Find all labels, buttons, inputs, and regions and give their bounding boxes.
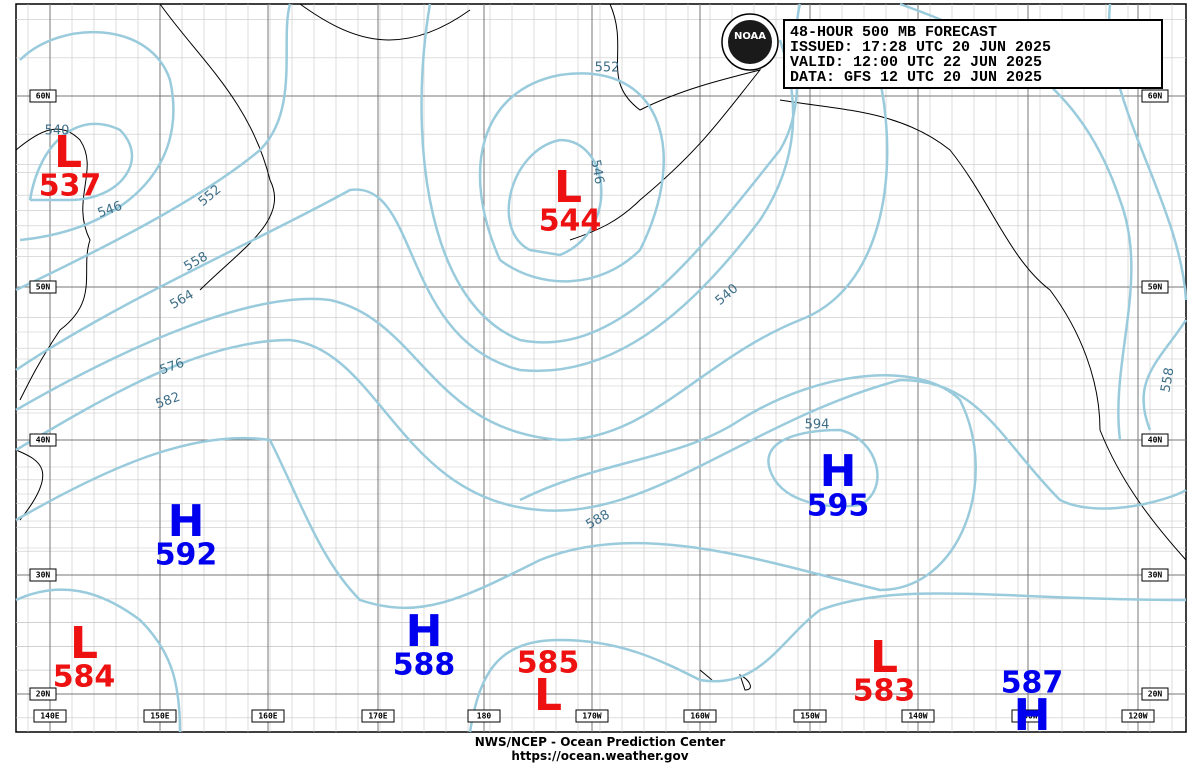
contour: [478, 72, 665, 283]
label-box: [1011, 709, 1045, 723]
label-box: [793, 709, 827, 723]
label-box: [467, 709, 501, 723]
label-box: [143, 709, 177, 723]
label-box: [29, 687, 57, 701]
map-frame: [15, 3, 1187, 733]
header-line: DATA: GFS 12 UTC 20 JUN 2025: [790, 69, 1042, 86]
center-value: 583: [853, 674, 916, 709]
lon-label: 140W: [908, 712, 927, 721]
lat-label: 20N: [36, 690, 51, 699]
lon-label: 120W: [1128, 712, 1147, 721]
label-box: [1141, 568, 1169, 582]
center-letter: L: [54, 127, 82, 178]
lat-label: 50N: [1148, 283, 1163, 292]
annotations: 60N 60N 50N 50N 40N 40N 30N 30N 20N 20N 140E 150E 16…: [29, 24, 1178, 763]
lon-label: 140E: [40, 712, 59, 721]
contour: [15, 3, 802, 344]
contour: [767, 428, 879, 508]
lat-label: 40N: [1148, 436, 1163, 445]
center-value: 595: [807, 489, 870, 524]
lat-label: 40N: [36, 436, 51, 445]
lon-label: 150E: [150, 712, 169, 721]
center-letter: H: [406, 606, 443, 657]
contour: [507, 138, 603, 257]
center-letter: L: [70, 618, 98, 669]
center-value: 585: [517, 646, 580, 681]
center-value: 592: [155, 538, 218, 573]
label-box: [251, 709, 285, 723]
label-box: [29, 433, 57, 447]
header-frame: [783, 19, 1163, 89]
footer-line: https://ocean.weather.gov: [511, 749, 688, 763]
label-box: [1121, 709, 1155, 723]
label-box: [29, 568, 57, 582]
contour: [15, 588, 1187, 733]
contour-label: 540: [45, 124, 70, 139]
label-box: [901, 709, 935, 723]
contour-label: 558: [1158, 366, 1177, 393]
center-value: 544: [539, 204, 602, 239]
label-box: [29, 280, 57, 294]
contours: [15, 2, 1188, 733]
lon-label: 130W: [1018, 712, 1037, 721]
header-line: ISSUED: 17:28 UTC 20 JUN 2025: [790, 39, 1051, 56]
lon-label: 160W: [690, 712, 709, 721]
center-value: 587: [1001, 666, 1064, 701]
logo-disc: [728, 20, 772, 64]
label-box: [1141, 433, 1169, 447]
coast-asia: [15, 128, 91, 521]
contour-main: [15, 39, 795, 373]
contour: [19, 30, 175, 242]
label-box: [575, 709, 609, 723]
contour: [15, 374, 977, 610]
lat-label: 60N: [1148, 92, 1163, 101]
label-box: [683, 709, 717, 723]
header-line: 48-HOUR 500 MB FORECAST: [790, 24, 997, 41]
lon-label: 170E: [368, 712, 387, 721]
header-box: NOAA: [721, 13, 1163, 89]
center-letter: H: [820, 446, 857, 497]
center-letter: L: [534, 670, 562, 721]
label-box: [1141, 280, 1169, 294]
lon-label: 170W: [582, 712, 601, 721]
lon-label: 180: [477, 712, 492, 721]
lat-label: 20N: [1148, 690, 1163, 699]
label-box: [361, 709, 395, 723]
contour: [15, 338, 1187, 512]
center-letter: H: [168, 496, 205, 547]
contour-label: 552: [595, 61, 620, 76]
lat-label: 30N: [1148, 571, 1163, 580]
lat-label: 50N: [36, 283, 51, 292]
lon-label: 160E: [258, 712, 277, 721]
center-letter: L: [870, 632, 898, 683]
header-line: VALID: 12:00 UTC 22 JUN 2025: [790, 54, 1042, 71]
contour: [28, 122, 134, 202]
center-letter: L: [554, 162, 582, 213]
lat-label: 60N: [36, 92, 51, 101]
coast-kamchatka: [159, 3, 471, 291]
label-box: [29, 89, 57, 103]
center-value: 584: [53, 660, 116, 695]
center-value: 588: [393, 648, 456, 683]
logo-text: NOAA: [734, 31, 766, 42]
center-letter: H: [1014, 690, 1051, 741]
label-box: [33, 709, 67, 723]
lon-label: 150W: [800, 712, 819, 721]
contour-label: 594: [805, 418, 830, 433]
lat-label: 30N: [36, 571, 51, 580]
footer-line: NWS/NCEP - Ocean Prediction Center: [475, 735, 726, 749]
label-box: [1141, 89, 1169, 103]
label-box: [1141, 687, 1169, 701]
contour-label: 546: [587, 158, 606, 185]
center-value: 537: [39, 169, 102, 204]
